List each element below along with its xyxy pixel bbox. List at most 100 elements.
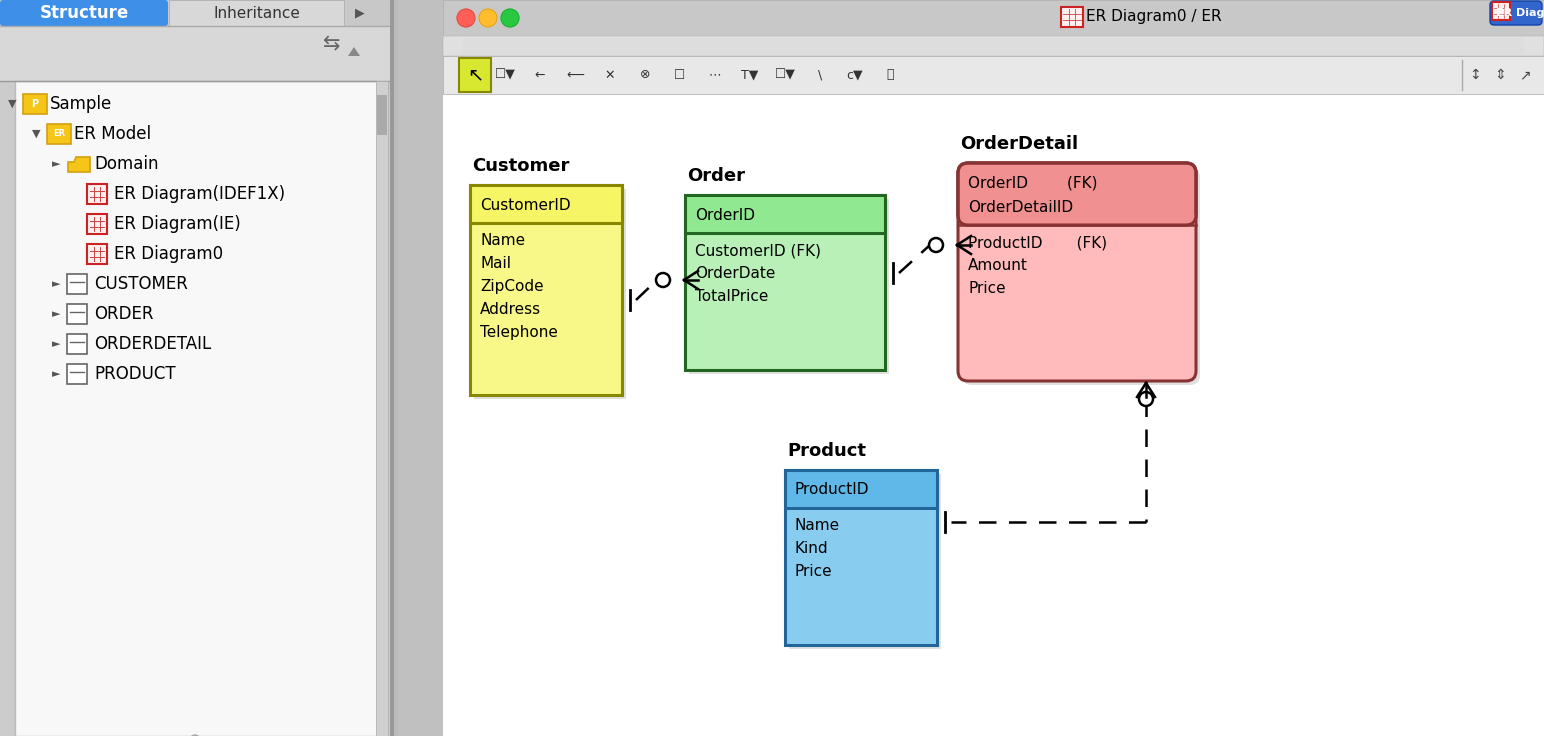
Text: ER Diagram0: ER Diagram0 — [114, 245, 224, 263]
Text: ↗: ↗ — [1519, 68, 1530, 82]
Circle shape — [929, 238, 943, 252]
Bar — [377, 95, 388, 135]
Text: ►: ► — [52, 309, 60, 319]
Text: Amount: Amount — [968, 258, 1028, 273]
Text: ER: ER — [52, 130, 65, 138]
Text: Price: Price — [968, 281, 1005, 296]
Text: ←: ← — [534, 68, 545, 82]
FancyBboxPatch shape — [23, 94, 46, 114]
Text: Domain: Domain — [94, 155, 159, 173]
FancyBboxPatch shape — [469, 185, 622, 395]
Text: ORDER: ORDER — [94, 305, 153, 323]
Text: Name: Name — [795, 518, 840, 533]
Text: ►: ► — [52, 339, 60, 349]
Bar — [15, 81, 377, 736]
Text: OrderDetail: OrderDetail — [960, 135, 1078, 153]
FancyBboxPatch shape — [1490, 1, 1542, 25]
Bar — [0, 26, 391, 81]
Text: TotalPrice: TotalPrice — [695, 289, 769, 304]
Bar — [0, 0, 391, 736]
Text: \: \ — [818, 68, 821, 82]
Text: ProductID       (FK): ProductID (FK) — [968, 235, 1107, 250]
FancyBboxPatch shape — [459, 58, 491, 92]
Text: ER Diagram(IE): ER Diagram(IE) — [114, 215, 241, 233]
Text: ZipCode: ZipCode — [480, 279, 543, 294]
Polygon shape — [347, 47, 360, 56]
Bar — [443, 0, 1544, 736]
Bar — [443, 94, 1544, 736]
FancyBboxPatch shape — [689, 199, 889, 374]
Text: Structure: Structure — [40, 4, 128, 22]
Text: ☐▼: ☐▼ — [494, 68, 516, 82]
Bar — [377, 81, 388, 736]
Bar — [959, 215, 1195, 226]
Text: ORDERDETAIL: ORDERDETAIL — [94, 335, 212, 353]
Text: ↕: ↕ — [1470, 68, 1481, 82]
Text: ►: ► — [52, 369, 60, 379]
Bar — [391, 0, 394, 736]
Circle shape — [479, 9, 497, 27]
Text: Mail: Mail — [480, 256, 511, 271]
Text: ProductID: ProductID — [795, 483, 869, 498]
Text: Inheritance: Inheritance — [213, 5, 301, 21]
Bar — [443, 36, 1544, 56]
Circle shape — [190, 735, 201, 736]
Text: ↖: ↖ — [466, 66, 483, 85]
Text: CustomerID: CustomerID — [480, 197, 571, 213]
FancyBboxPatch shape — [957, 163, 1197, 381]
FancyBboxPatch shape — [962, 167, 1200, 385]
Circle shape — [457, 9, 476, 27]
FancyBboxPatch shape — [957, 163, 1197, 225]
FancyBboxPatch shape — [86, 214, 107, 234]
FancyBboxPatch shape — [474, 189, 625, 399]
Text: Sample: Sample — [49, 95, 113, 113]
Text: ⇆: ⇆ — [323, 34, 341, 54]
FancyBboxPatch shape — [686, 195, 885, 370]
Text: OrderID: OrderID — [695, 208, 755, 222]
FancyBboxPatch shape — [66, 334, 86, 354]
Polygon shape — [68, 157, 90, 172]
FancyBboxPatch shape — [66, 304, 86, 324]
Text: CustomerID (FK): CustomerID (FK) — [695, 243, 821, 258]
FancyBboxPatch shape — [784, 470, 937, 508]
Text: ⋯: ⋯ — [709, 68, 721, 82]
Text: ☐: ☐ — [675, 68, 686, 82]
Text: ER Diagram0 / ER: ER Diagram0 / ER — [1085, 10, 1221, 24]
FancyBboxPatch shape — [86, 184, 107, 204]
Text: P: P — [31, 99, 39, 109]
Text: ⇕: ⇕ — [1495, 68, 1505, 82]
Bar — [443, 0, 1544, 36]
Text: OrderID        (FK): OrderID (FK) — [968, 175, 1098, 191]
Text: Telephone: Telephone — [480, 325, 557, 340]
Bar — [0, 0, 391, 26]
Bar — [394, 0, 398, 736]
Text: T▼: T▼ — [741, 68, 758, 82]
Text: ►: ► — [52, 159, 60, 169]
Text: ☐▼: ☐▼ — [775, 68, 795, 82]
Text: PRODUCT: PRODUCT — [94, 365, 176, 383]
Text: ⟵: ⟵ — [567, 68, 584, 82]
Text: Address: Address — [480, 302, 540, 317]
Text: Kind: Kind — [795, 541, 829, 556]
FancyBboxPatch shape — [0, 0, 168, 26]
Text: ▶: ▶ — [355, 7, 364, 19]
Text: ▼: ▼ — [32, 129, 40, 139]
Text: ER Diagram(IDEF1X): ER Diagram(IDEF1X) — [114, 185, 286, 203]
Bar — [463, 38, 1524, 54]
Text: 🖼: 🖼 — [886, 68, 894, 82]
FancyBboxPatch shape — [789, 474, 940, 649]
Text: ▼: ▼ — [8, 99, 17, 109]
Text: Product: Product — [787, 442, 866, 460]
Text: Name: Name — [480, 233, 525, 248]
Text: ►: ► — [52, 279, 60, 289]
Bar — [443, 56, 1544, 94]
Text: OrderDetailID: OrderDetailID — [968, 199, 1073, 214]
FancyBboxPatch shape — [1492, 2, 1510, 20]
Text: ER Model: ER Model — [74, 125, 151, 143]
FancyBboxPatch shape — [686, 195, 885, 233]
Text: ✕: ✕ — [605, 68, 615, 82]
FancyBboxPatch shape — [86, 244, 107, 264]
FancyBboxPatch shape — [469, 185, 622, 223]
Text: ⊗: ⊗ — [639, 68, 650, 82]
FancyBboxPatch shape — [784, 470, 937, 645]
